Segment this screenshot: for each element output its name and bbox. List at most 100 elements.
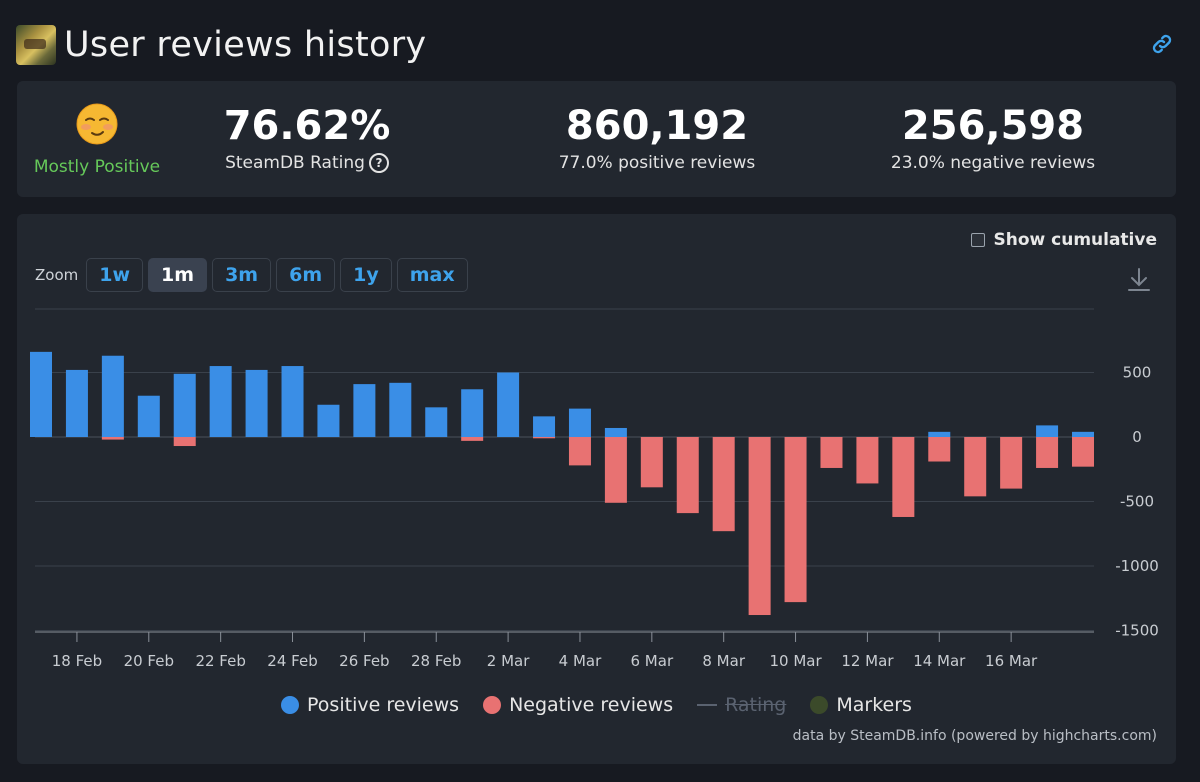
positive-reviews-stat: 860,192 77.0% positive reviews xyxy=(537,103,777,173)
negative-bar xyxy=(604,437,627,503)
positive-bar xyxy=(65,369,88,437)
x-tick-label: 22 Feb xyxy=(195,652,245,670)
x-tick-label: 10 Mar xyxy=(769,652,822,670)
reviews-chart-panel: 500 0 -500 -1000 -1500 18 Feb 20 Feb 22 Feb 24 F… xyxy=(17,214,1176,764)
positive-bar xyxy=(317,404,340,437)
positive-bar xyxy=(1036,425,1059,437)
legend-negative[interactable]: Negative reviews xyxy=(483,694,673,716)
positive-count: 860,192 xyxy=(565,103,749,149)
positive-bar xyxy=(353,384,376,437)
zoom-1y-button[interactable]: 1y xyxy=(340,258,392,292)
negative-bar xyxy=(928,437,951,462)
y-tick-label: 500 xyxy=(1123,364,1152,382)
negative-bar xyxy=(712,437,735,532)
y-tick-label: -1500 xyxy=(1115,622,1159,640)
x-tick-label: 4 Mar xyxy=(559,652,602,670)
positive-bar xyxy=(568,408,591,437)
game-thumbnail[interactable] xyxy=(16,25,56,65)
negative-bar xyxy=(101,437,124,440)
positive-bar xyxy=(137,395,160,437)
negative-bar xyxy=(640,437,663,488)
cumulative-checkbox[interactable] xyxy=(971,233,986,247)
negative-bar xyxy=(1036,437,1059,468)
negative-bar xyxy=(568,437,591,466)
positive-bar xyxy=(604,427,627,437)
negative-bar xyxy=(892,437,915,517)
negative-bar xyxy=(748,437,771,616)
y-tick-label: -500 xyxy=(1120,493,1154,511)
link-icon[interactable] xyxy=(1150,32,1174,56)
markers-dot-icon xyxy=(810,696,829,714)
legend-markers[interactable]: Markers xyxy=(810,694,912,716)
negative-bar xyxy=(1072,437,1094,467)
positive-bar xyxy=(281,366,304,437)
negative-bar xyxy=(964,437,987,497)
negative-bar xyxy=(1000,437,1023,489)
negative-dot-icon xyxy=(483,696,502,714)
rating-tier-label: Mostly Positive xyxy=(33,157,161,177)
negative-bar xyxy=(820,437,843,468)
negative-bar xyxy=(784,437,807,603)
x-tick-label: 24 Feb xyxy=(267,652,317,670)
reviews-chart: 500 0 -500 -1000 -1500 18 Feb 20 Feb 22 Feb 24 F… xyxy=(30,308,1159,670)
positive-bar xyxy=(1072,431,1094,437)
negative-reviews-stat: 256,598 23.0% negative reviews xyxy=(863,103,1123,173)
rating-value: 76.62% xyxy=(223,103,391,149)
negative-bar xyxy=(856,437,879,484)
y-tick-label: -1000 xyxy=(1115,557,1159,575)
negative-bar xyxy=(461,437,484,441)
positive-label: 77.0% positive reviews xyxy=(558,153,756,173)
legend-positive[interactable]: Positive reviews xyxy=(281,694,459,716)
negative-count: 256,598 xyxy=(901,103,1085,149)
review-summary: Mostly Positive 76.62% SteamDB Rating? 8… xyxy=(17,81,1176,197)
rating-line-icon xyxy=(697,704,718,706)
positive-bar xyxy=(245,369,268,437)
chart-legend: Positive reviews Negative reviews Rating… xyxy=(17,694,1176,716)
positive-bar xyxy=(425,407,448,437)
negative-bar xyxy=(173,437,196,447)
page-title: User reviews history xyxy=(64,25,427,65)
x-tick-label: 16 Mar xyxy=(985,652,1038,670)
relieved-face-icon xyxy=(76,103,118,145)
negative-bar xyxy=(676,437,699,514)
zoom-1m-button[interactable]: 1m xyxy=(148,258,208,292)
x-tick-label: 28 Feb xyxy=(411,652,461,670)
help-icon[interactable]: ? xyxy=(368,153,389,173)
zoom-6m-button[interactable]: 6m xyxy=(276,258,336,292)
zoom-label: Zoom xyxy=(35,266,79,284)
positive-bar xyxy=(533,416,556,437)
zoom-max-button[interactable]: max xyxy=(396,258,468,292)
positive-bar xyxy=(389,382,412,437)
zoom-controls: Zoom 1w 1m 3m 6m 1y max xyxy=(35,258,473,292)
positive-dot-icon xyxy=(281,696,300,714)
positive-bar xyxy=(461,389,484,437)
page-header: User reviews history xyxy=(16,22,426,68)
rating-tier: Mostly Positive xyxy=(27,103,167,177)
positive-bar xyxy=(30,351,52,437)
chart-credits[interactable]: data by SteamDB.info (powered by highcha… xyxy=(792,728,1157,744)
positive-bar xyxy=(209,366,232,437)
x-tick-label: 18 Feb xyxy=(52,652,102,670)
x-tick-label: 26 Feb xyxy=(339,652,389,670)
x-tick-label: 8 Mar xyxy=(702,652,745,670)
cumulative-label: Show cumulative xyxy=(993,230,1157,250)
positive-bar xyxy=(497,372,520,437)
legend-rating[interactable]: Rating xyxy=(697,694,786,716)
x-tick-label: 6 Mar xyxy=(631,652,674,670)
y-tick-label: 0 xyxy=(1132,428,1142,446)
negative-label: 23.0% negative reviews xyxy=(890,153,1096,173)
show-cumulative-toggle[interactable]: Show cumulative xyxy=(971,230,1157,250)
download-icon[interactable] xyxy=(1126,266,1152,294)
zoom-1w-button[interactable]: 1w xyxy=(86,258,144,292)
positive-bar xyxy=(928,431,951,437)
negative-bar xyxy=(533,437,556,439)
zoom-3m-button[interactable]: 3m xyxy=(212,258,272,292)
rating-label: SteamDB Rating xyxy=(225,153,365,173)
x-tick-label: 12 Mar xyxy=(841,652,894,670)
positive-bar xyxy=(173,373,196,437)
x-tick-label: 20 Feb xyxy=(124,652,174,670)
x-tick-label: 2 Mar xyxy=(487,652,530,670)
steamdb-rating: 76.62% SteamDB Rating? xyxy=(207,103,407,173)
positive-bar xyxy=(101,355,124,437)
x-tick-label: 14 Mar xyxy=(913,652,966,670)
